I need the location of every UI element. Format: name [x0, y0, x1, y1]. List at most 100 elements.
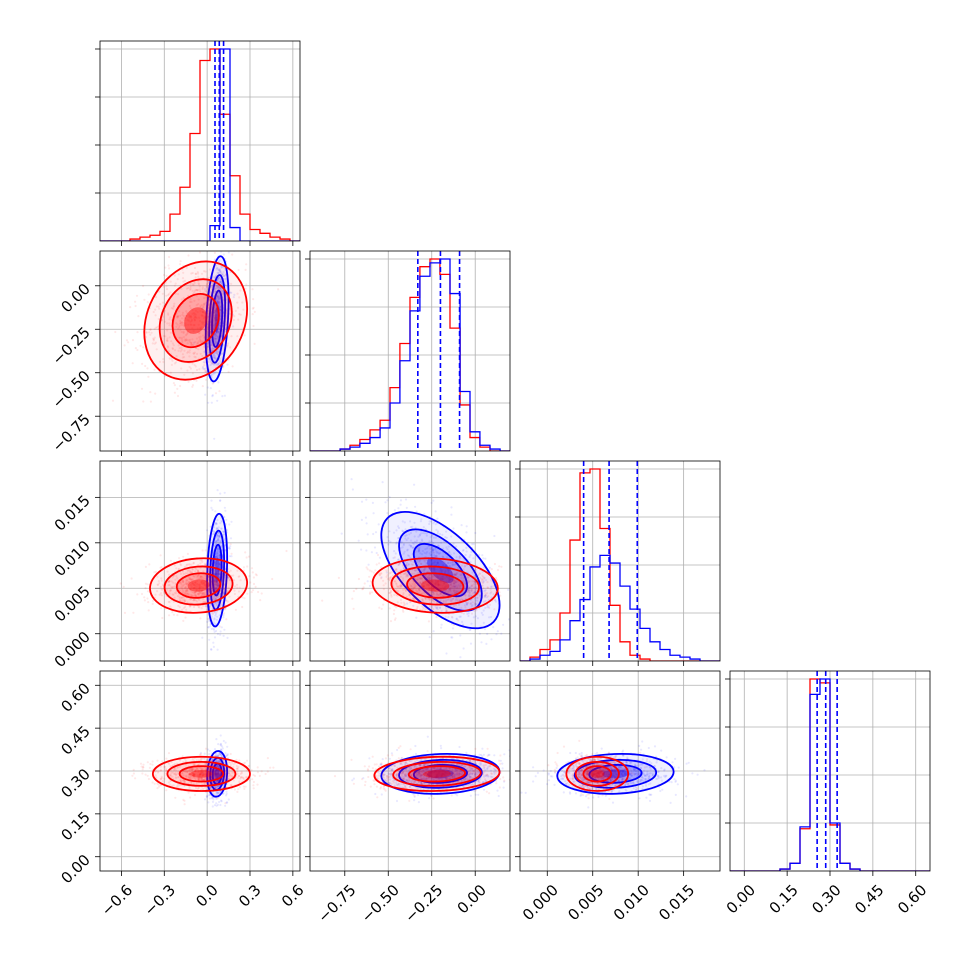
scatter-point — [218, 535, 221, 538]
scatter-point — [196, 575, 199, 578]
scatter-point — [191, 384, 195, 387]
scatter-point — [188, 593, 191, 596]
scatter-point — [214, 542, 218, 546]
scatter-point — [213, 564, 216, 567]
grid — [310, 251, 510, 451]
scatter-point — [204, 367, 207, 370]
y-tick-label: 0.00 — [57, 280, 93, 316]
scatter-point — [179, 260, 182, 263]
scatter-point — [206, 315, 209, 318]
scatter-point — [210, 376, 213, 379]
scatter-point — [245, 263, 248, 266]
scatter-point — [214, 343, 217, 346]
scatter-point — [380, 607, 383, 611]
scatter-point — [215, 318, 218, 321]
scatter-point — [203, 302, 206, 305]
scatter-point — [218, 561, 221, 564]
scatter-point — [181, 277, 185, 280]
scatter-point — [180, 596, 183, 599]
scatter-point — [170, 358, 173, 361]
scatter-point — [218, 305, 222, 309]
scatter-point — [201, 589, 205, 592]
scatter-point — [180, 346, 183, 349]
scatter-point — [180, 367, 183, 370]
scatter-point — [178, 557, 181, 560]
scatter-point — [213, 276, 217, 279]
axes-frame — [519, 460, 721, 662]
scatter-point — [374, 569, 377, 572]
scatter-point — [194, 315, 197, 319]
scatter-point — [177, 349, 180, 352]
scatter-point — [211, 508, 214, 511]
scatter-point — [119, 582, 122, 585]
scatter-point — [215, 584, 218, 587]
axes-frame — [99, 250, 301, 452]
scatter-point — [215, 316, 218, 319]
scatter-point — [172, 307, 175, 310]
scatter-point — [132, 611, 135, 614]
scatter-point — [179, 599, 182, 602]
scatter-point — [204, 270, 207, 273]
scatter-point — [180, 287, 183, 291]
scatter-point — [516, 663, 518, 665]
scatter-point — [196, 341, 199, 345]
scatter-point — [200, 559, 203, 562]
scatter-point — [217, 278, 220, 281]
scatter-point — [201, 385, 204, 388]
scatter-point — [154, 593, 157, 596]
scatter-point — [177, 293, 180, 296]
scatter-point — [228, 547, 231, 550]
scatter-point — [277, 288, 280, 291]
scatter-point — [213, 526, 216, 529]
scatter-point — [168, 324, 171, 327]
scatter-point — [184, 605, 187, 609]
scatter-point — [213, 324, 216, 327]
scatter-point — [192, 329, 195, 332]
scatter-point — [365, 498, 368, 501]
scatter-point — [218, 535, 221, 538]
scatter-point — [134, 347, 137, 350]
scatter-point — [170, 585, 173, 589]
scatter-point — [114, 330, 117, 334]
scatter-point — [225, 618, 228, 621]
scatter-point — [173, 585, 176, 588]
scatter-point — [203, 593, 206, 596]
scatter-point — [134, 304, 137, 308]
scatter-point — [236, 586, 239, 589]
scatter-point — [207, 801, 210, 804]
scatter-point — [215, 313, 218, 316]
scatter-point — [153, 327, 156, 331]
scatter-point — [170, 307, 173, 310]
scatter-point — [204, 288, 207, 291]
scatter-point — [217, 249, 219, 251]
axes-frame — [99, 40, 301, 242]
scatter-point — [183, 600, 186, 603]
scatter-point — [201, 365, 205, 368]
scatter-point — [218, 536, 221, 539]
scatter-point — [177, 604, 180, 608]
scatter-point — [190, 272, 193, 275]
hist-panel-4: 0.00 0.15 0.30 0.45 0.60 — [723, 670, 930, 917]
scatter-point — [154, 392, 157, 395]
scatter-point — [218, 305, 221, 308]
scatter-point — [215, 332, 218, 335]
hist-panel-3 — [515, 460, 721, 666]
scatter-point — [178, 326, 181, 329]
scatter-point — [191, 372, 194, 375]
scatter-point — [223, 539, 226, 542]
scatter-point — [197, 289, 200, 292]
scatter-point — [216, 327, 220, 330]
scatter-point — [211, 362, 214, 365]
scatter-point — [189, 288, 192, 291]
scatter-point — [215, 556, 218, 559]
scatter-point — [168, 255, 171, 259]
scatter-point — [173, 564, 176, 567]
scatter-point — [183, 600, 186, 603]
scatter-point — [201, 311, 204, 314]
scatter-point — [195, 316, 198, 320]
scatter-point — [368, 584, 372, 588]
scatter-point — [351, 597, 354, 600]
scatter-point — [220, 271, 223, 274]
scatter-point — [222, 253, 225, 256]
scatter-point — [471, 543, 474, 546]
